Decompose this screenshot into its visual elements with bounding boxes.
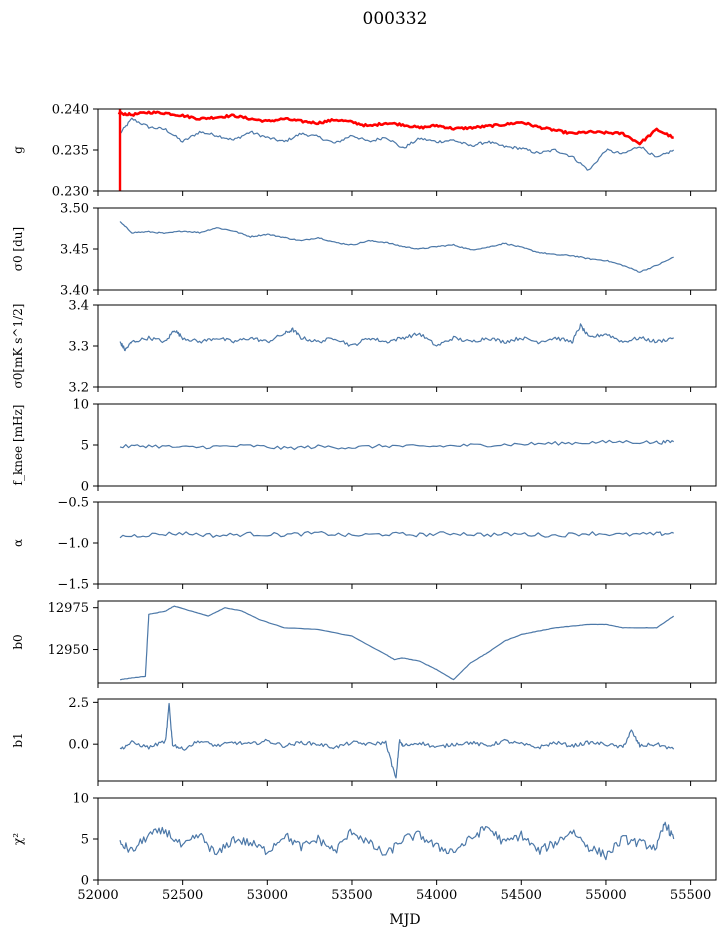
panel-6-y-axis-label: b0 — [11, 634, 25, 649]
panel-5-y-axis-label: α — [11, 539, 25, 547]
panel-2-ytick-label-2: 3.45 — [60, 243, 89, 258]
panel-1-ytick-label-1: 0.230 — [52, 185, 89, 200]
panel-4-series-line-1 — [119, 439, 675, 451]
x-tick-label-1: 52000 — [77, 888, 118, 903]
panel-8-ytick-label-1: 0 — [81, 874, 89, 889]
panel-3-series-line-1 — [119, 323, 674, 352]
panel-2-series-line-1 — [119, 221, 674, 273]
panel-4-ytick-label-1: 0 — [81, 480, 89, 495]
panel-8-ytick-label-3: 10 — [72, 792, 89, 807]
panel-3-y-axis-label: σ0[mK s^1/2] — [11, 304, 25, 389]
panel-2-frame — [97, 207, 717, 291]
panel-4-y-axis-label: f_knee [mHz] — [11, 405, 25, 486]
panel-4: 0 5 10 f_knee [mHz] — [11, 398, 717, 495]
panel-6-series-line-1 — [119, 605, 675, 681]
panel-6-ytick-label-2: 12975 — [48, 601, 89, 616]
x-tick-label-4: 53500 — [331, 888, 372, 903]
panel-3-ytick-label-2: 3.3 — [68, 340, 89, 355]
x-tick-label-6: 54500 — [501, 888, 542, 903]
panel-5-ytick-label-2: −1.0 — [57, 537, 89, 552]
panel-8-ytick-label-2: 5 — [81, 833, 89, 848]
panel-1-series-line-1 — [119, 117, 675, 171]
panel-3-ytick-label-1: 3.2 — [68, 381, 89, 396]
panel-1-frame — [97, 108, 717, 192]
panel-2-ytick-label-3: 3.50 — [60, 202, 89, 217]
panel-3: 3.2 3.3 3.4 σ0[mK s^1/2] — [11, 299, 717, 396]
panel-6: 12950 12975 b0 — [11, 600, 717, 688]
figure-title: 000332 — [363, 9, 428, 29]
panel-5-frame — [97, 501, 717, 585]
panel-1-y-axis-label: g — [11, 146, 25, 154]
x-tick-label-2: 52500 — [162, 888, 203, 903]
panel-2-y-axis-label: σ0 [du] — [11, 227, 25, 271]
x-tick-label-3: 53000 — [247, 888, 288, 903]
panel-5-series-line-1 — [119, 530, 674, 539]
panel-7: 0.0 2.5 b1 — [11, 696, 717, 786]
panel-8-y-axis-label: χ² — [11, 833, 25, 845]
panel-5-ytick-label-1: −1.5 — [57, 578, 89, 593]
panel-8: 0 5 10 χ² 52000 52500 53000 53500 54000 54500 5500… — [11, 792, 717, 903]
panel-5-ytick-label-3: −0.5 — [57, 496, 89, 511]
panel-5: −1.5 −1.0 −0.5 α — [11, 496, 717, 593]
panel-2: 3.40 3.45 3.50 σ0 [du] — [11, 202, 717, 299]
panel-2-ytick-label-1: 3.40 — [60, 284, 89, 299]
panel-1-ytick-label-2: 0.235 — [52, 144, 89, 159]
panel-1: 0.230 0.235 0.240 g — [11, 103, 717, 200]
panel-6-frame — [97, 600, 717, 684]
panel-1-series-line-2 — [117, 110, 674, 146]
panel-8-series-line-1 — [119, 821, 675, 861]
panel-7-series-line-1 — [119, 702, 675, 779]
panel-3-frame — [97, 304, 717, 388]
x-tick-label-5: 54000 — [416, 888, 457, 903]
x-tick-label-8: 55500 — [670, 888, 711, 903]
panel-7-y-axis-label: b1 — [11, 732, 25, 747]
x-axis-label: MJD — [389, 912, 420, 928]
panel-6-ytick-label-1: 12950 — [48, 643, 89, 658]
panel-7-ytick-label-1: 0.0 — [68, 738, 89, 753]
x-tick-label-7: 55000 — [585, 888, 626, 903]
panel-7-ytick-label-2: 2.5 — [68, 696, 89, 711]
panel-1-ytick-label-3: 0.240 — [52, 103, 89, 118]
panel-3-ytick-label-3: 3.4 — [68, 299, 89, 314]
panel-4-ytick-label-3: 10 — [72, 398, 89, 413]
panel-7-frame — [97, 698, 717, 782]
panel-4-ytick-label-2: 5 — [81, 439, 89, 454]
